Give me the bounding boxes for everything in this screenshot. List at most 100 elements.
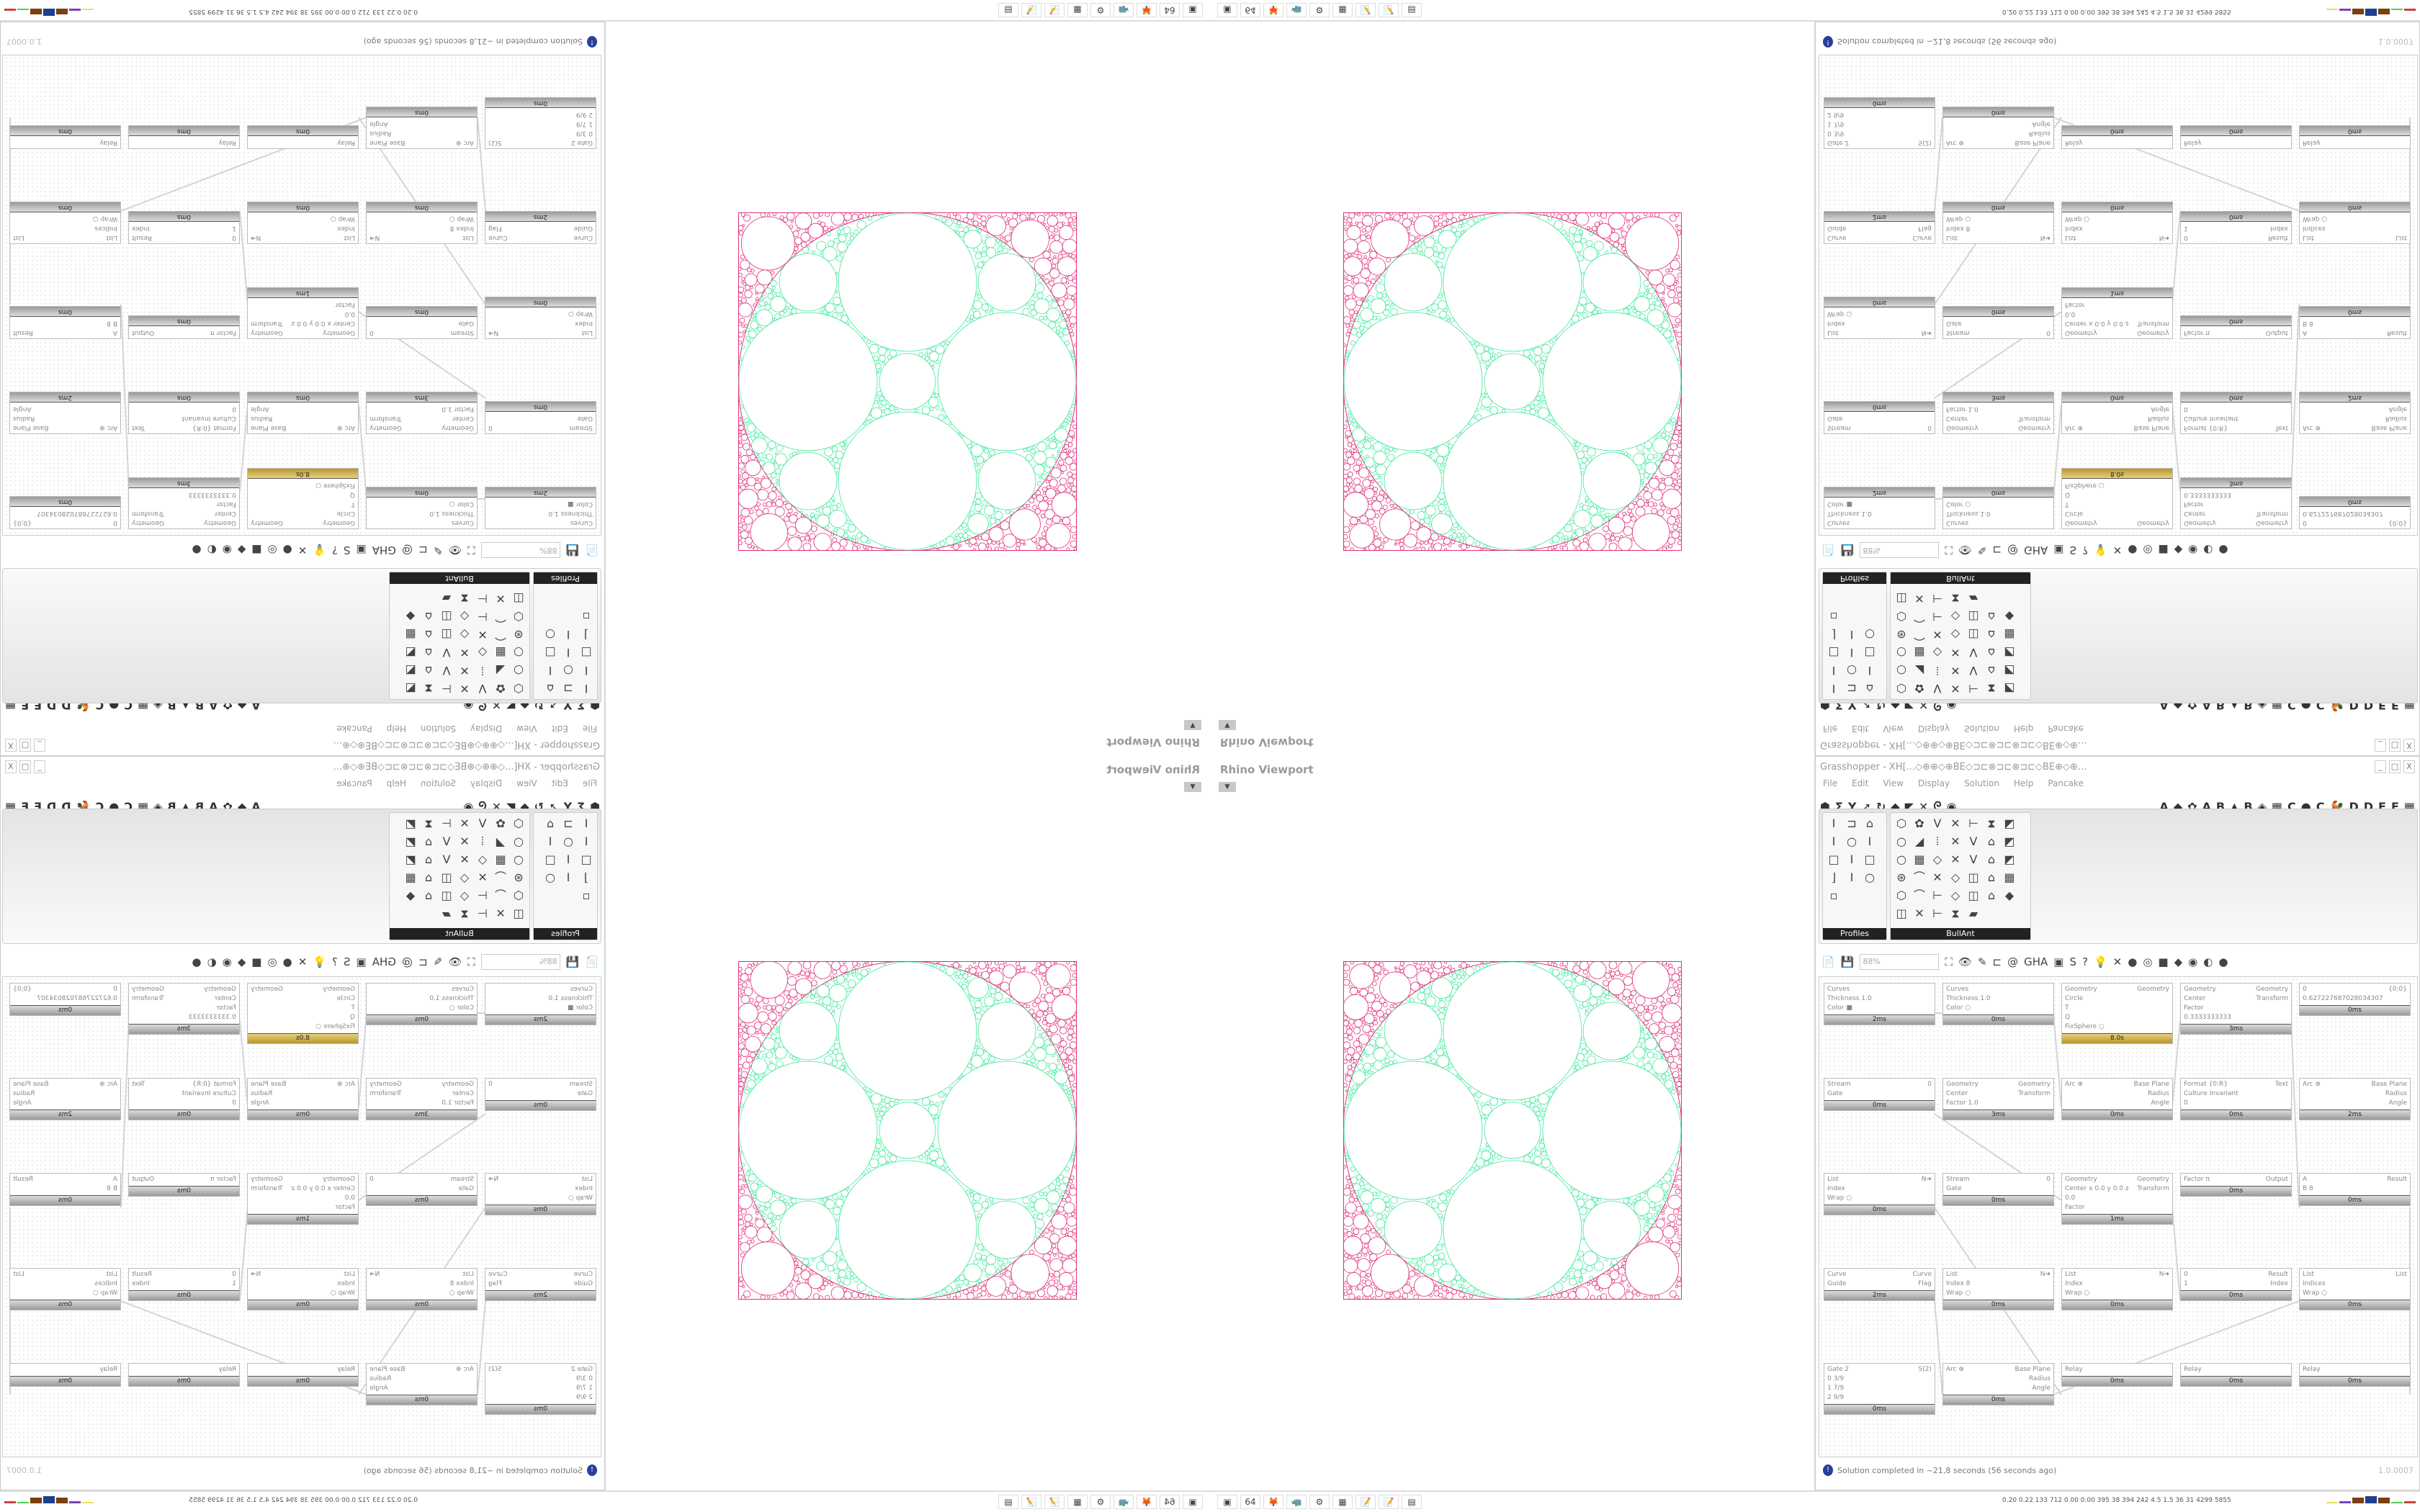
node-input[interactable]: FixSphere ○ xyxy=(315,482,355,489)
toolbar-icon[interactable]: ◆ xyxy=(237,955,246,968)
component-node[interactable]: List Index Wrap ○ N➜ 0ms xyxy=(247,1268,359,1310)
node-output[interactable]: Curve xyxy=(1912,1271,1932,1278)
node-input[interactable]: Center x 0.0 y 0.0 z 0.0 xyxy=(2065,310,2129,327)
component-node[interactable]: Geometry Center Factor 1.0 Geometry Transfor… xyxy=(1942,392,2054,434)
node-output[interactable]: {0;0} xyxy=(2388,519,2407,526)
node-output[interactable]: Curve xyxy=(1912,234,1932,241)
component-icon[interactable]: ◇ xyxy=(460,888,470,902)
node-input[interactable]: Circle xyxy=(2065,510,2084,517)
component-icon[interactable]: ⧗ xyxy=(460,906,469,920)
node-input[interactable]: Geometry xyxy=(1946,424,1978,431)
node-input[interactable]: Format {0:R} xyxy=(2184,1081,2228,1088)
component-node[interactable]: Geometry Center x 0.0 y 0.0 z 0.0 Factor Ge… xyxy=(247,287,359,339)
node-input[interactable]: Stream xyxy=(450,329,474,336)
toolbar-icon[interactable]: ◐ xyxy=(2203,955,2213,968)
node-input[interactable]: Factor π xyxy=(2184,1176,2210,1183)
toolbar-icon[interactable]: ⛶ xyxy=(467,544,475,557)
toolbar-icon[interactable]: 💡 xyxy=(2093,955,2107,968)
component-icon[interactable]: ✕ xyxy=(1914,906,1924,920)
node-input[interactable]: List xyxy=(2303,1271,2314,1278)
component-node[interactable]: Curve Guide Curve Flag 2ms xyxy=(1824,211,1935,244)
node-input[interactable]: List xyxy=(462,234,474,241)
toolbar-icon[interactable]: ● xyxy=(192,955,202,968)
panel-title[interactable]: BullAnt xyxy=(390,572,529,584)
component-node[interactable]: Stream Gate 0 0ms xyxy=(366,1173,478,1206)
panel-title[interactable]: Profiles xyxy=(1823,572,1886,584)
component-icon[interactable]: I xyxy=(584,664,588,678)
component-icon[interactable]: ◇ xyxy=(1932,646,1942,660)
component-icon[interactable]: ⊐ xyxy=(563,816,573,830)
node-input[interactable]: Wrap ○ xyxy=(330,1290,355,1297)
taskbar-app-icon[interactable]: ▤ xyxy=(1402,3,1422,17)
node-input[interactable]: 0 0.627227687028034307 xyxy=(2303,986,2383,1002)
component-node[interactable]: Arc ⊕ Base Plane Radius Angle 2ms xyxy=(9,392,121,434)
menu-item-display[interactable]: Display xyxy=(470,778,503,788)
component-node[interactable]: Arc ⊕ Base Plane Radius Angle 2ms xyxy=(2299,392,2411,434)
node-input[interactable]: Stream xyxy=(569,1081,593,1088)
component-icon[interactable]: ⌂ xyxy=(424,646,433,660)
component-node[interactable]: Curve Guide Curve Flag 2ms xyxy=(485,1268,596,1301)
node-input[interactable]: Geometry xyxy=(204,986,236,993)
node-output[interactable]: Base Plane xyxy=(369,139,405,146)
maximize-button[interactable]: □ xyxy=(2389,760,2401,773)
toolbar-icon[interactable]: ? xyxy=(2081,955,2088,968)
node-input[interactable]: Curve xyxy=(573,1271,593,1278)
node-input[interactable]: Stream xyxy=(569,424,593,431)
component-icon[interactable]: ⌒ xyxy=(495,888,507,902)
component-node[interactable]: Geometry Center x 0.0 y 0.0 z 0.0 Factor Ge… xyxy=(2061,287,2173,339)
node-input[interactable]: Curves xyxy=(1827,986,1850,993)
component-icon[interactable]: ⊛ xyxy=(1896,870,1906,884)
node-output[interactable]: Transform xyxy=(2137,320,2169,327)
taskbar-app-icon[interactable]: ▣ xyxy=(1217,1495,1237,1509)
component-node[interactable]: Arc ⊕ Base Plane Radius Angle 2ms xyxy=(2299,1078,2411,1120)
node-input[interactable]: 1 xyxy=(2184,225,2188,232)
component-node[interactable]: Format {0:R} Culture Invariant 0 Text 0ms xyxy=(128,392,240,434)
component-icon[interactable]: ⧗ xyxy=(424,816,433,830)
component-node[interactable]: List Index Wrap ○ N➜ 0ms xyxy=(485,297,596,339)
node-input[interactable]: Q xyxy=(2065,491,2071,498)
menu-item-help[interactable]: Help xyxy=(2013,778,2034,788)
node-input[interactable]: Wrap ○ xyxy=(1827,310,1852,318)
node-input[interactable]: Indices xyxy=(2303,225,2326,232)
node-input[interactable]: List xyxy=(106,234,117,241)
component-node[interactable]: Relay 0ms xyxy=(247,125,359,149)
menu-item-file[interactable]: File xyxy=(1823,778,1838,788)
node-output[interactable]: Result xyxy=(2387,1176,2407,1183)
component-icon[interactable]: ⌂ xyxy=(424,852,433,866)
toolbar-icon[interactable]: ✕ xyxy=(2112,544,2123,557)
node-input[interactable]: List xyxy=(2065,1271,2076,1278)
component-node[interactable]: Arc ⊕ Base Plane Radius Angle 2ms xyxy=(9,1078,121,1120)
node-input[interactable]: Geometry xyxy=(323,329,355,336)
component-node[interactable]: List Index Wrap ○ N➜ 0ms xyxy=(2061,202,2173,244)
component-icon[interactable]: ▦ xyxy=(405,628,416,642)
node-input[interactable]: Arc ⊕ xyxy=(336,424,355,431)
component-icon[interactable]: ▫ xyxy=(582,610,591,624)
component-icon[interactable]: ✕ xyxy=(1950,852,1960,866)
component-node[interactable]: Curves Thickness 1.0 Color ■ 2ms xyxy=(1824,487,1935,529)
node-output[interactable]: S(2) xyxy=(1918,139,1932,146)
menu-item-pancake[interactable]: Pancake xyxy=(2048,724,2084,734)
maximize-button[interactable]: □ xyxy=(2389,739,2401,752)
minimize-button[interactable]: _ xyxy=(34,760,45,773)
close-button[interactable]: X xyxy=(5,760,17,773)
grasshopper-canvas[interactable]: Curves Thickness 1.0 Color ■ 2ms Curves Thick… xyxy=(2,976,601,1457)
node-output[interactable]: Radius xyxy=(369,1375,392,1382)
taskbar-app-icon[interactable]: ⚙ xyxy=(1090,3,1111,17)
component-icon[interactable]: ◫ xyxy=(441,870,452,884)
node-input[interactable]: Index xyxy=(575,1185,593,1192)
node-input[interactable]: Curve xyxy=(573,234,593,241)
minimize-button[interactable]: _ xyxy=(2375,760,2386,773)
node-output[interactable]: Radius xyxy=(2147,415,2169,422)
node-output[interactable]: List xyxy=(2396,234,2407,241)
panel-title[interactable]: BullAnt xyxy=(390,928,529,940)
component-tab-icon[interactable]: E xyxy=(2390,799,2399,814)
node-output[interactable]: Result xyxy=(2387,329,2407,336)
component-node[interactable]: Factor π Output 0ms xyxy=(2180,1173,2292,1197)
node-output[interactable]: Angle xyxy=(2151,405,2169,413)
node-input[interactable]: A xyxy=(112,1176,117,1183)
component-icon[interactable]: ◢ xyxy=(1914,664,1924,678)
zoom-field[interactable]: 88% xyxy=(1860,954,1940,970)
node-input[interactable]: Center xyxy=(1946,415,1968,422)
component-icon[interactable]: ⌒ xyxy=(1913,628,1925,642)
component-node[interactable]: Format {0:R} Culture Invariant 0 Text 0ms xyxy=(128,1078,240,1120)
